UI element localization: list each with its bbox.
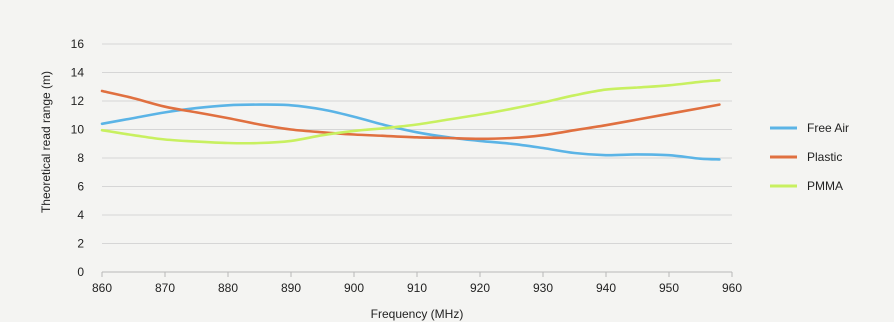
x-tick-labels: 860 870 880 890 900 910 920 930 940 950 960 [92,281,742,295]
legend-label-plastic: Plastic [807,150,842,164]
x-tick-label: 870 [155,281,175,295]
gridlines [101,43,733,277]
x-tick-label: 860 [92,281,112,295]
y-axis-label: Theoretical read range (m) [39,71,53,213]
legend-label-pmma: PMMA [807,179,843,193]
series-line-plastic [100,89,721,141]
y-tick-label: 0 [77,265,84,279]
x-tick-label: 960 [722,281,742,295]
series-line-free-air [100,103,721,161]
y-tick-label: 4 [77,208,84,222]
x-tick-label: 920 [470,281,490,295]
x-tick-label: 930 [533,281,553,295]
y-tick-label: 8 [77,151,84,165]
y-tick-label: 2 [77,237,84,251]
y-tick-label: 10 [71,123,85,137]
x-axis-label: Frequency (MHz) [371,307,464,321]
x-tick-label: 910 [407,281,427,295]
legend: Free Air Plastic PMMA [770,121,849,193]
y-tick-label: 14 [71,66,85,80]
y-tick-label: 16 [71,37,85,51]
x-tick-label: 900 [344,281,364,295]
y-tick-labels: 0 2 4 6 8 10 12 14 16 [71,37,85,279]
x-tick-label: 880 [218,281,238,295]
series-lines [100,79,721,161]
y-tick-label: 6 [77,180,84,194]
x-tick-label: 950 [659,281,679,295]
legend-label-free-air: Free Air [807,121,849,135]
y-tick-label: 12 [71,94,85,108]
x-tick-label: 940 [596,281,616,295]
x-tick-label: 890 [281,281,301,295]
series-line-pmma [100,79,721,145]
